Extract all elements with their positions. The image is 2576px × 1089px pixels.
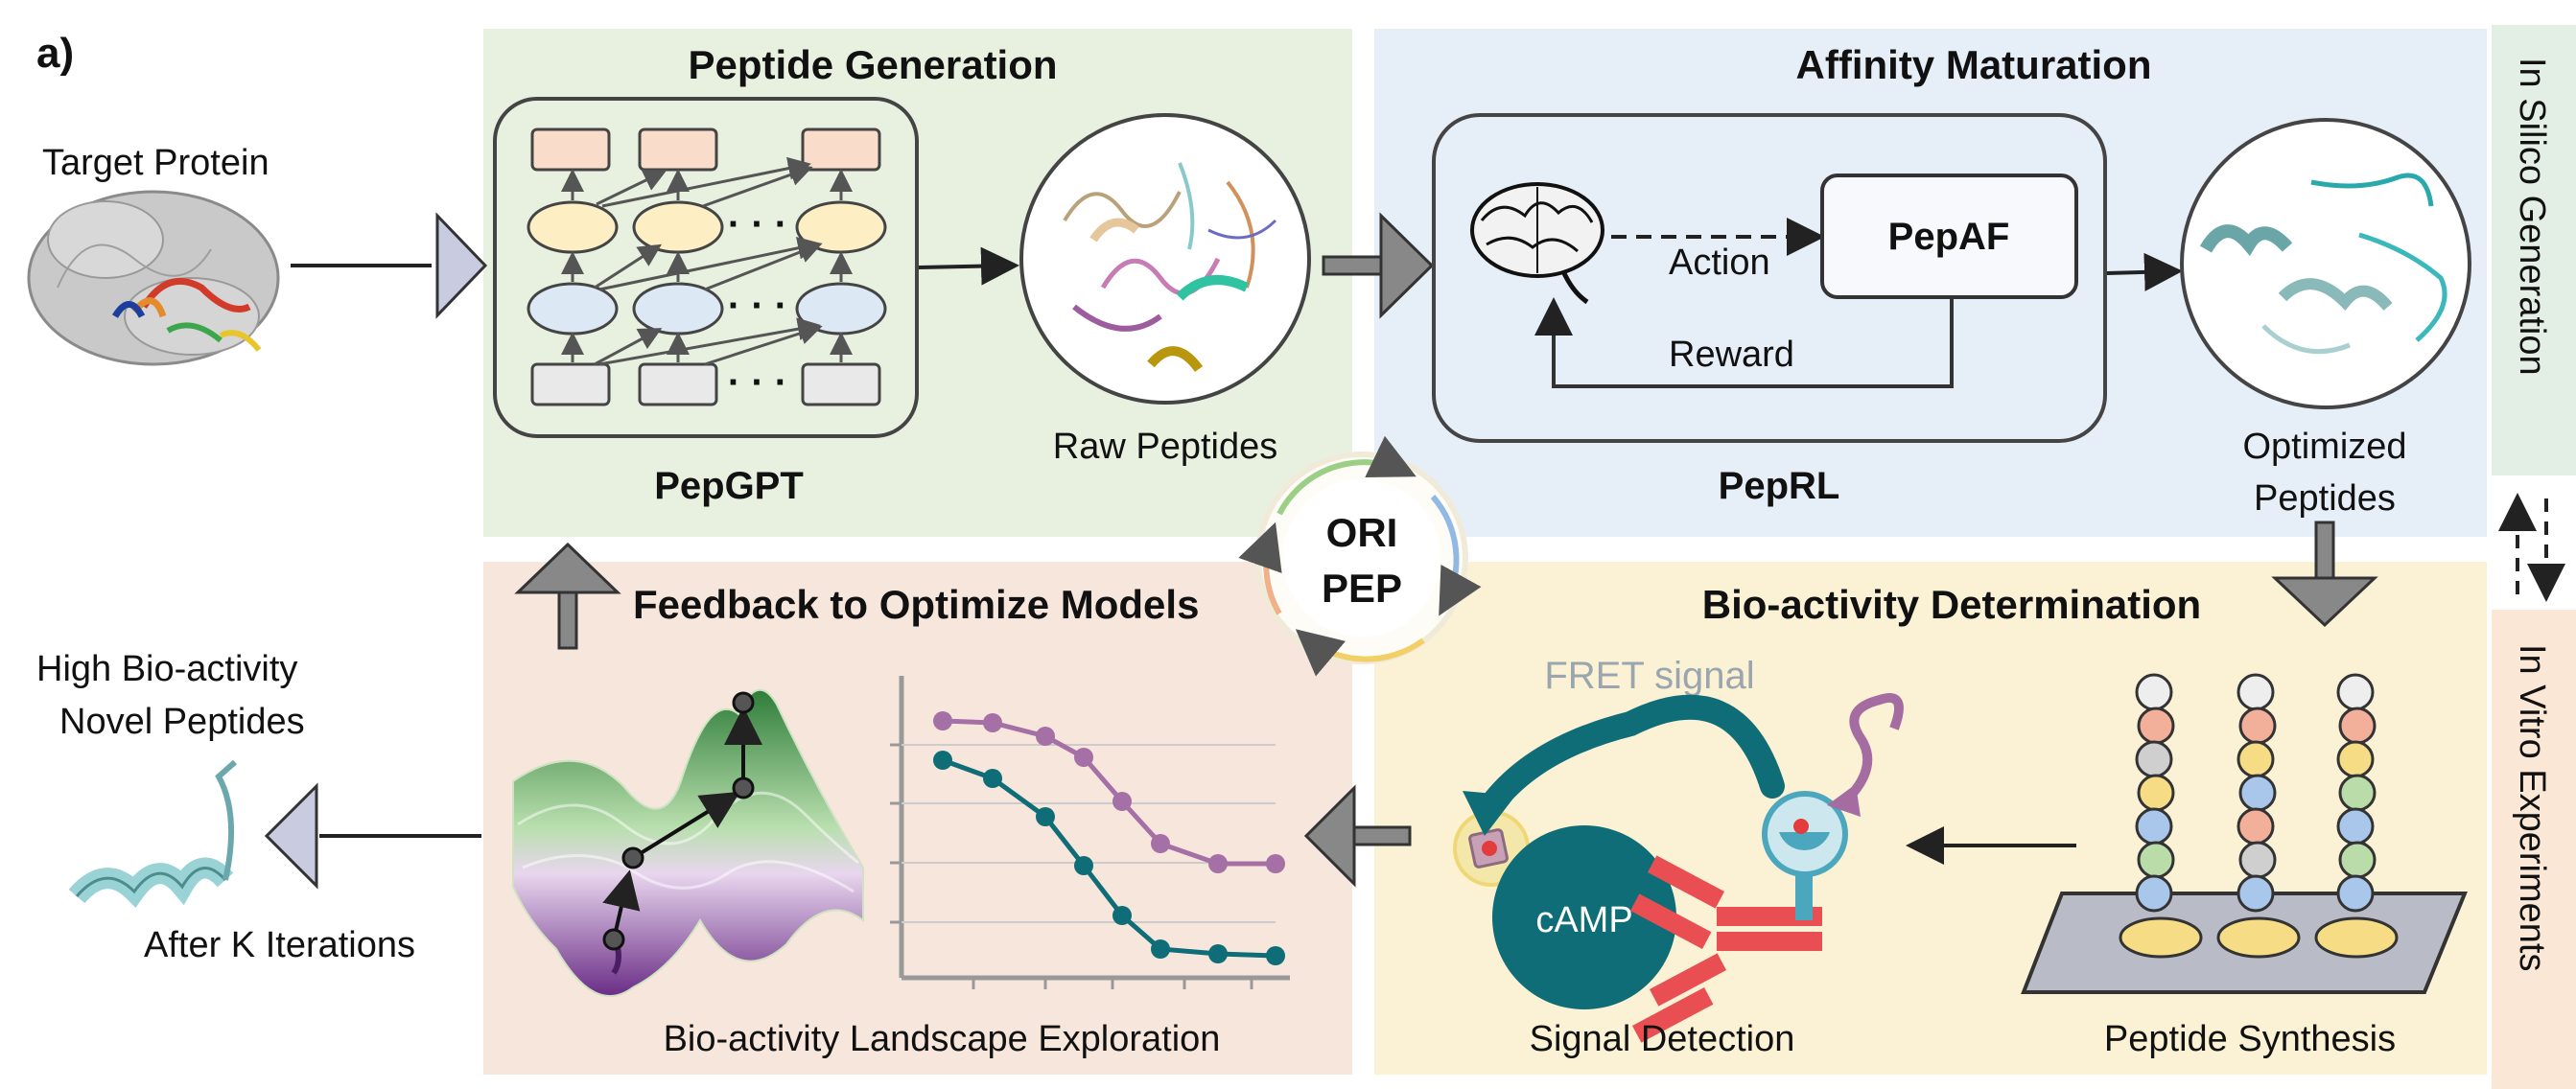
after-k-iterations-label: After K Iterations <box>144 925 415 965</box>
feedback-up-arrow <box>514 542 621 650</box>
action-label: Action <box>1669 243 1770 283</box>
pepgpt-network: · · · · · · · · · <box>493 97 919 438</box>
in-silico-side-panel <box>2492 25 2576 475</box>
raw-peptides-label: Raw Peptides <box>1053 427 1277 467</box>
pepgpt-dots-bottom: · · · <box>728 361 787 404</box>
pepgpt-dots-top: · · · <box>728 203 787 245</box>
arrow-generation-to-maturation <box>1322 212 1435 319</box>
in-vitro-side-panel <box>2492 610 2576 1089</box>
camp-label: cAMP <box>1535 900 1632 940</box>
arrow-to-novel-peptides <box>264 782 481 890</box>
pepaf-label: PepAF <box>1888 216 2010 258</box>
signal-detection-label: Signal Detection <box>1530 1019 1795 1059</box>
arrow-bioactivity-to-feedback <box>1303 784 1412 888</box>
triangle-arrow-generation <box>435 212 488 319</box>
peprl-box <box>1432 113 2107 443</box>
oripep-line2: PEP <box>1322 566 1402 611</box>
optimized-peptides-line1: Optimized <box>2242 427 2406 467</box>
arrow-peprl-to-optimized <box>2106 252 2183 291</box>
high-bioactivity-line2: Novel Peptides <box>59 702 305 742</box>
raw-peptides-structure <box>1019 113 1311 405</box>
brain-icon <box>1470 182 1604 305</box>
in-silico-label: In Silico Generation <box>2512 58 2552 376</box>
landscape-label: Bio-activity Landscape Exploration <box>664 1019 1221 1059</box>
pepgpt-dots-middle: · · · <box>728 285 787 327</box>
peptide-generation-title: Peptide Generation <box>688 42 1057 87</box>
reward-label: Reward <box>1669 335 1794 375</box>
feedback-title: Feedback to Optimize Models <box>633 582 1199 627</box>
optimized-peptides-line2: Peptides <box>2254 478 2396 519</box>
peptide-synthesis-label: Peptide Synthesis <box>2104 1019 2396 1059</box>
novel-peptide-structure <box>68 759 237 908</box>
pepgpt-label: PepGPT <box>654 465 804 507</box>
bioactivity-title: Bio-activity Determination <box>1702 582 2201 627</box>
optimization-path <box>602 691 762 951</box>
fret-signal-label: FRET signal <box>1544 655 1754 697</box>
panel-label: a) <box>36 30 74 77</box>
target-protein-label: Target Protein <box>42 143 269 183</box>
peprl-label: PepRL <box>1719 465 1840 507</box>
high-bioactivity-line1: High Bio-activity <box>36 649 297 689</box>
target-protein-structure <box>27 190 280 366</box>
oripep-cycle-badge <box>1238 435 1482 677</box>
optimized-peptides-structure <box>2180 118 2471 409</box>
bioactivity-line-chart <box>890 676 1290 989</box>
arrow-gpt-to-raw <box>918 246 1019 286</box>
signal-detection-illustration <box>1424 693 1904 1043</box>
oripep-line1: ORI <box>1326 510 1398 555</box>
arrow-optimized-to-bioactivity <box>2271 521 2378 628</box>
side-dashed-arrows <box>2498 493 2565 602</box>
affinity-maturation-title: Affinity Maturation <box>1796 42 2152 87</box>
in-vitro-label: In Vitro Experiments <box>2512 644 2552 971</box>
peptide-synthesis-illustration <box>2021 673 2468 994</box>
